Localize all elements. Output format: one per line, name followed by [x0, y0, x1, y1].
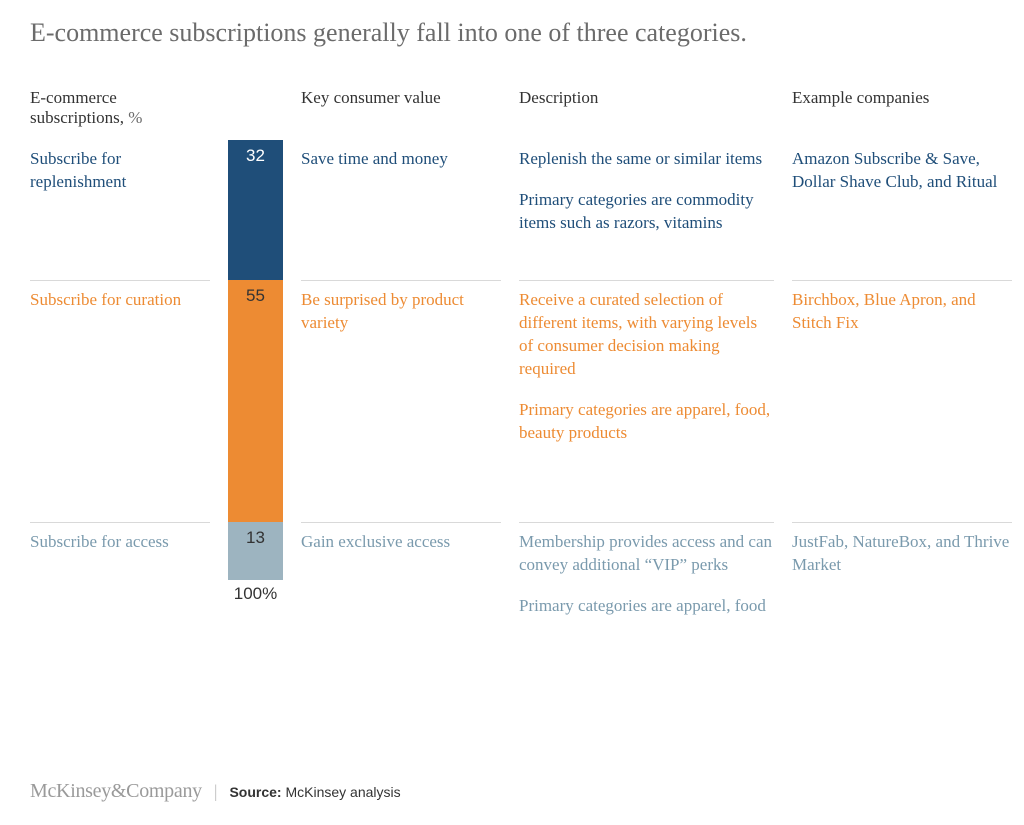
examples-access: JustFab, NatureBox, and Thrive Market: [792, 522, 1012, 626]
bar-value-access: 13: [228, 522, 283, 580]
bar-total-label: 100%: [228, 580, 283, 604]
desc-primary: Membership provides access and can conve…: [519, 531, 774, 577]
footer-separator: |: [214, 781, 218, 802]
mckinsey-logo: McKinsey&Company: [30, 780, 202, 803]
description-access: Membership provides access and can conve…: [519, 522, 774, 626]
bar-segment-replenishment: 32: [228, 140, 283, 280]
desc-primary: Replenish the same or similar items: [519, 148, 774, 171]
bar-value-curation: 55: [228, 280, 283, 522]
category-label-curation: Subscribe for curation: [30, 280, 210, 522]
source-label: Source:: [229, 784, 281, 800]
col-header-categories-label: E-commerce subscriptions,: [30, 88, 124, 127]
subscription-table: E-commerce subscriptions, % Key consumer…: [30, 88, 994, 626]
source-text: McKinsey analysis: [285, 784, 400, 800]
value-curation: Be surprised by product variety: [301, 280, 501, 522]
col-header-bar-spacer: [228, 88, 283, 140]
desc-primary: Receive a curated selection of different…: [519, 289, 774, 381]
bar-value-replenishment: 32: [228, 140, 283, 280]
value-access: Gain exclusive access: [301, 522, 501, 626]
description-replenishment: Replenish the same or similar items Prim…: [519, 140, 774, 280]
bar-segment-curation: 55: [228, 280, 283, 522]
col-header-description: Description: [519, 88, 774, 140]
footer-source: Source: McKinsey analysis: [229, 784, 400, 800]
examples-curation: Birchbox, Blue Apron, and Stitch Fix: [792, 280, 1012, 522]
desc-secondary: Primary categories are apparel, food, be…: [519, 399, 774, 445]
desc-secondary: Primary categories are commodity items s…: [519, 189, 774, 235]
category-label-access: Subscribe for access: [30, 522, 210, 626]
col-header-examples: Example companies: [792, 88, 1012, 140]
bar-segment-access: 13 100%: [228, 522, 283, 626]
col-header-categories-unit: %: [128, 108, 142, 127]
category-label-replenishment: Subscribe for replenishment: [30, 140, 210, 280]
page-title: E-commerce subscriptions generally fall …: [30, 18, 994, 48]
col-header-value: Key consumer value: [301, 88, 501, 140]
examples-replenishment: Amazon Subscribe & Save, Dollar Shave Cl…: [792, 140, 1012, 280]
description-curation: Receive a curated selection of different…: [519, 280, 774, 522]
desc-secondary: Primary categories are apparel, food: [519, 595, 774, 618]
footer: McKinsey&Company | Source: McKinsey anal…: [30, 780, 401, 803]
value-replenishment: Save time and money: [301, 140, 501, 280]
col-header-categories: E-commerce subscriptions, %: [30, 88, 210, 140]
